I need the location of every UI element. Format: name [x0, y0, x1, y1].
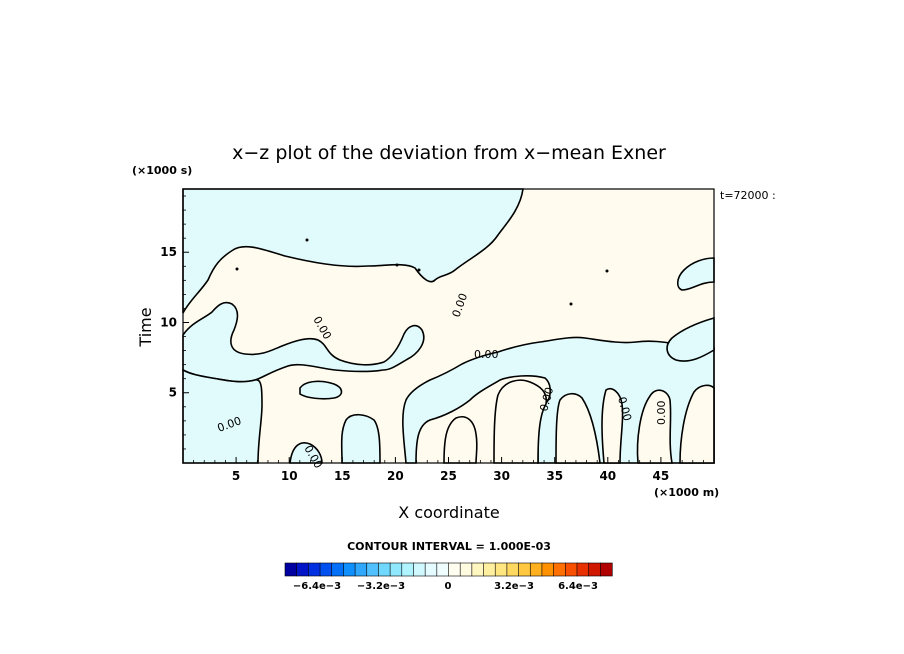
- colorbar-swatch: [494, 562, 508, 577]
- x-tick-label: 40: [599, 469, 616, 483]
- contour-dot: [235, 267, 239, 271]
- negative-region: [299, 380, 343, 400]
- colorbar-swatch: [424, 562, 438, 577]
- x-axis-label: X coordinate: [398, 503, 499, 522]
- colorbar-swatch: [448, 562, 461, 577]
- colorbar-swatch: [506, 562, 520, 577]
- negative-region: [182, 368, 263, 464]
- negative-region: [289, 442, 323, 464]
- y-tick-label: 5: [169, 386, 177, 400]
- x-tick-label: 10: [281, 469, 298, 483]
- colorbar-swatch: [413, 562, 426, 577]
- colorbar-tick-label: −3.2e−3: [357, 581, 405, 592]
- contour-label: 0.00: [474, 348, 499, 361]
- colorbar-tick-label: 6.4e−3: [558, 581, 598, 592]
- chart-title: x−z plot of the deviation from x−mean Ex…: [232, 142, 666, 164]
- colorbar-swatch: [343, 562, 356, 577]
- colorbar-swatch: [331, 562, 344, 577]
- negative-region: [666, 316, 715, 362]
- positive-region: [493, 379, 548, 464]
- y-unit-label: (×1000 s): [132, 164, 192, 177]
- colorbar-swatch: [389, 562, 403, 577]
- x-tick-label: 25: [440, 469, 457, 483]
- colorbar-swatch: [459, 562, 473, 577]
- colorbar-swatch: [529, 562, 543, 577]
- colorbar-swatch: [600, 562, 613, 577]
- x-tick-label: 15: [334, 469, 351, 483]
- colorbar-swatch: [354, 562, 368, 577]
- colorbar-swatch: [284, 562, 298, 577]
- contour-dot: [417, 268, 421, 272]
- contour-dot: [305, 238, 309, 242]
- contour-field: [182, 188, 715, 464]
- y-tick-label: 10: [160, 315, 177, 329]
- positive-region: [679, 384, 715, 464]
- positive-region: [636, 389, 673, 464]
- contour-dot: [395, 263, 399, 267]
- x-tick-label: 5: [232, 469, 240, 483]
- time-label: t=72000 :: [720, 189, 776, 202]
- contour-dot: [569, 302, 573, 306]
- colorbar-tick-label: 3.2e−3: [494, 581, 534, 592]
- colorbar-swatch: [588, 562, 601, 577]
- x-tick-label: 20: [387, 469, 404, 483]
- contour-label: 0.00: [655, 401, 668, 426]
- negative-region: [676, 257, 715, 291]
- colorbar-swatch: [483, 562, 496, 577]
- colorbar-swatch: [564, 562, 578, 577]
- colorbar-swatch: [518, 562, 531, 577]
- contour-interval-text: CONTOUR INTERVAL = 1.000E-03: [347, 540, 551, 553]
- negative-region: [182, 188, 524, 314]
- colorbar-swatch: [553, 562, 566, 577]
- colorbar: [284, 562, 613, 577]
- positive-region: [601, 388, 624, 464]
- y-axis-label: Time: [136, 307, 155, 347]
- colorbar-swatch: [366, 562, 380, 577]
- positive-region: [555, 392, 601, 464]
- colorbar-tick-label: −6.4e−3: [293, 581, 341, 592]
- colorbar-tick-label: 0: [445, 581, 452, 592]
- colorbar-swatch: [576, 562, 590, 577]
- colorbar-swatch: [401, 562, 415, 577]
- colorbar-swatch: [541, 562, 555, 577]
- x-tick-label: 45: [653, 469, 670, 483]
- positive-region: [443, 416, 478, 464]
- x-tick-label: 30: [493, 469, 510, 483]
- x-axis: 5 10 15 20 25 30 35 40 45: [193, 457, 704, 483]
- colorbar-swatch: [319, 562, 333, 577]
- negative-region: [340, 413, 381, 464]
- y-tick-label: 15: [160, 245, 177, 259]
- contour-label: 0.00: [615, 395, 634, 422]
- colorbar-swatch: [308, 562, 321, 577]
- contour-labels: 0.00 0.00 0.00 0.00 0.00 0.00 0.00 0.00: [216, 292, 668, 471]
- contour-dot: [605, 269, 609, 273]
- colorbar-swatch: [471, 562, 485, 577]
- negative-region: [182, 301, 425, 383]
- colorbar-ticks: −6.4e−3 −3.2e−3 0 3.2e−3 6.4e−3: [293, 581, 598, 592]
- x-tick-label: 35: [546, 469, 563, 483]
- colorbar-swatch: [436, 562, 450, 577]
- negative-region: [402, 336, 715, 464]
- contour-label: 0.00: [537, 386, 556, 413]
- y-axis: 5 10 15: [160, 195, 189, 450]
- colorbar-swatch: [378, 562, 391, 577]
- x-unit-label: (×1000 m): [654, 486, 719, 499]
- colorbar-swatch: [296, 562, 309, 577]
